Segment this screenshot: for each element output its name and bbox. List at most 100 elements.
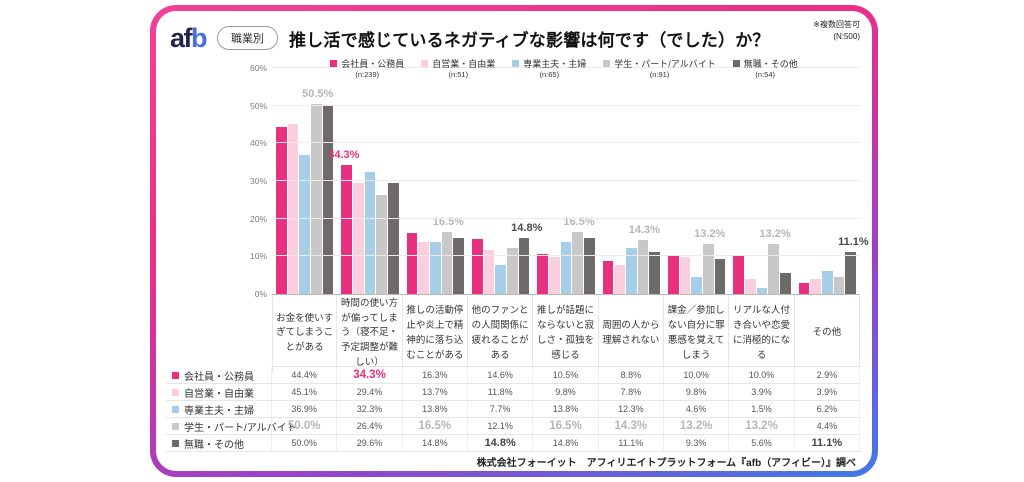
bar bbox=[810, 279, 821, 294]
category-cell: 推しの活動停止や炎上で精神的に落ち込むことがある bbox=[403, 295, 468, 373]
bar bbox=[507, 248, 518, 294]
table-cell: 4.4% bbox=[795, 418, 860, 434]
survey-note: ※複数回答可 (N:500) bbox=[813, 19, 860, 42]
table-cell: 7.7% bbox=[468, 401, 534, 417]
table-cell: 14.8% bbox=[468, 435, 534, 451]
table-cell: 5.6% bbox=[729, 435, 795, 451]
table-cell: 16.5% bbox=[533, 418, 599, 434]
row-swatch bbox=[172, 422, 179, 430]
legend-label: 無職・その他 bbox=[743, 59, 798, 69]
bar-group: 34.3% bbox=[328, 69, 402, 294]
header: afb 職業別 推し活で感じているネガティブな影響は何です（でした）か？ bbox=[170, 21, 858, 55]
table-row-header: 専業主夫・主婦 bbox=[166, 401, 272, 417]
gridline bbox=[272, 255, 860, 257]
bar bbox=[845, 252, 856, 294]
table-cell: 12.3% bbox=[599, 401, 664, 417]
bar bbox=[418, 242, 429, 294]
table-cell: 16.3% bbox=[403, 367, 468, 383]
table-row: 会社員・公務員 44.4% 34.3% 16.3% 14.6% 10.5% 8.8% 10.0… bbox=[166, 367, 860, 384]
table-cell: 9.8% bbox=[664, 384, 730, 400]
legend-count: (n:51) bbox=[448, 70, 469, 79]
table-cell: 7.8% bbox=[599, 384, 664, 400]
bar bbox=[821, 270, 833, 294]
bar bbox=[495, 265, 506, 294]
table-cell: 9.3% bbox=[664, 435, 730, 451]
bar bbox=[471, 239, 483, 294]
table-row-header: 会社員・公務員 bbox=[166, 367, 272, 383]
page-title: 推し活で感じているネガティブな影響は何です（でした）か？ bbox=[289, 30, 770, 50]
table-cell: 1.5% bbox=[729, 401, 795, 417]
legend-entry: 自営業・自由業 bbox=[421, 57, 495, 70]
card: afb 職業別 推し活で感じているネガティブな影響は何です（でした）か？ ※複数… bbox=[156, 11, 872, 471]
bar bbox=[311, 103, 322, 294]
category-cell: 周囲の人から理解されない bbox=[599, 295, 664, 373]
table-cell: 10.0% bbox=[729, 367, 795, 383]
bar bbox=[483, 249, 495, 294]
bar bbox=[287, 124, 299, 294]
legend-item: 会社員・公務員 (n:239) bbox=[330, 57, 404, 79]
bar-value-label: 16.5% bbox=[563, 215, 595, 228]
table-cell: 44.4% bbox=[272, 367, 338, 383]
bar bbox=[768, 244, 779, 294]
table-cell: 14.3% bbox=[599, 418, 664, 434]
bar bbox=[637, 240, 649, 294]
category-cell: お金を使いすぎてしまうことがある bbox=[272, 295, 338, 373]
bar bbox=[756, 288, 768, 294]
table-cell: 11.1% bbox=[599, 435, 664, 451]
y-axis-tick: 30% bbox=[249, 176, 267, 186]
bar bbox=[441, 231, 453, 294]
category-cell: その他 bbox=[795, 295, 860, 373]
bar-value-label: 13.2% bbox=[759, 228, 791, 241]
table-cell: 10.0% bbox=[664, 367, 730, 383]
row-swatch bbox=[172, 439, 179, 447]
legend-count: (n:54) bbox=[755, 70, 776, 79]
bar-group: 14.8% bbox=[468, 69, 542, 294]
table-cell: 9.8% bbox=[533, 384, 599, 400]
category-cell: 時間の使い方が偏ってしまう（寝不足・予定調整が難しい） bbox=[337, 295, 403, 373]
gridline bbox=[272, 67, 860, 68]
bar bbox=[453, 238, 465, 294]
chart-legend: 会社員・公務員 (n:239) 自営業・自由業 (n:51) 専業主夫・主婦 (n:65)… bbox=[266, 57, 862, 79]
table-cell: 34.3% bbox=[337, 367, 403, 383]
gridline bbox=[272, 180, 860, 181]
category-cell: 他のファンとの人間関係に疲れることがある bbox=[468, 295, 534, 373]
bar bbox=[691, 276, 702, 294]
table-cell: 16.5% bbox=[403, 418, 468, 434]
afb-logo: afb bbox=[170, 22, 208, 53]
legend-label: 会社員・公務員 bbox=[341, 59, 405, 69]
row-swatch bbox=[172, 405, 179, 413]
category-cell: 推しが話題にならないと寂しさ・孤独を感じる bbox=[533, 295, 599, 373]
legend-swatch bbox=[603, 60, 611, 67]
table-cell: 36.9% bbox=[272, 401, 338, 417]
category-label-row: お金を使いすぎてしまうことがある 時間の使い方が偏ってしまう（寝不足・予定調整が難… bbox=[272, 295, 860, 373]
y-axis-tick: 10% bbox=[249, 251, 267, 262]
row-label: 専業主夫・主婦 bbox=[184, 405, 254, 417]
table-cell: 12.1% bbox=[468, 418, 534, 434]
bar bbox=[430, 242, 441, 294]
y-axis-tick: 40% bbox=[249, 138, 267, 149]
bar bbox=[376, 194, 388, 294]
bar bbox=[649, 252, 660, 294]
category-cell: リアルな人付き合いや恋愛に消極的になる bbox=[729, 295, 795, 373]
gridline bbox=[272, 217, 860, 219]
table-cell: 14.8% bbox=[533, 435, 599, 451]
legend-entry: 会社員・公務員 bbox=[330, 57, 404, 70]
legend-swatch bbox=[330, 60, 338, 67]
bar bbox=[364, 172, 376, 294]
bar bbox=[584, 238, 595, 294]
gridline bbox=[272, 104, 860, 106]
bar-group: 13.2% bbox=[664, 69, 729, 294]
legend-count: (n:65) bbox=[539, 70, 560, 79]
legend-entry: 専業主夫・主婦 bbox=[512, 57, 586, 70]
y-axis-tick: 0% bbox=[254, 289, 267, 299]
bar bbox=[572, 231, 583, 294]
bar bbox=[744, 279, 756, 294]
logo-text-b: b bbox=[191, 22, 208, 53]
table-row: 自営業・自由業 45.1% 29.4% 13.7% 11.8% 9.8% 7.8% 9.8% 3… bbox=[166, 384, 860, 401]
bar bbox=[714, 258, 726, 294]
legend-label: 専業主夫・主婦 bbox=[523, 59, 587, 69]
legend-label: 学生・パート/アルバイト bbox=[614, 59, 716, 69]
legend-swatch bbox=[512, 60, 520, 67]
table-cell: 29.4% bbox=[337, 384, 403, 400]
table-cell: 3.9% bbox=[795, 384, 860, 400]
